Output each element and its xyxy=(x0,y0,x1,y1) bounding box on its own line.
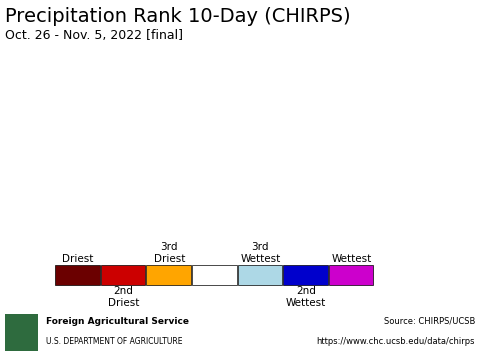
FancyBboxPatch shape xyxy=(329,265,373,285)
FancyBboxPatch shape xyxy=(146,265,191,285)
FancyBboxPatch shape xyxy=(238,265,282,285)
Text: Driest: Driest xyxy=(62,253,94,264)
Text: Oct. 26 - Nov. 5, 2022 [final]: Oct. 26 - Nov. 5, 2022 [final] xyxy=(5,29,183,42)
Text: 3rd
Driest: 3rd Driest xyxy=(154,242,185,264)
Text: 3rd
Wettest: 3rd Wettest xyxy=(240,242,280,264)
Text: 2nd
Driest: 2nd Driest xyxy=(108,286,139,308)
Text: 2nd
Wettest: 2nd Wettest xyxy=(286,286,326,308)
Text: USDA: USDA xyxy=(2,306,37,316)
FancyBboxPatch shape xyxy=(283,265,328,285)
FancyBboxPatch shape xyxy=(192,265,237,285)
FancyBboxPatch shape xyxy=(5,314,38,351)
Text: U.S. DEPARTMENT OF AGRICULTURE: U.S. DEPARTMENT OF AGRICULTURE xyxy=(46,337,182,346)
Text: Precipitation Rank 10-Day (CHIRPS): Precipitation Rank 10-Day (CHIRPS) xyxy=(5,7,350,26)
Text: https://www.chc.ucsb.edu/data/chirps: https://www.chc.ucsb.edu/data/chirps xyxy=(317,337,475,346)
Text: Foreign Agricultural Service: Foreign Agricultural Service xyxy=(46,317,189,326)
Text: Wettest: Wettest xyxy=(332,253,372,264)
FancyBboxPatch shape xyxy=(101,265,145,285)
FancyBboxPatch shape xyxy=(55,265,100,285)
Text: Source: CHIRPS/UCSB: Source: CHIRPS/UCSB xyxy=(384,317,475,326)
